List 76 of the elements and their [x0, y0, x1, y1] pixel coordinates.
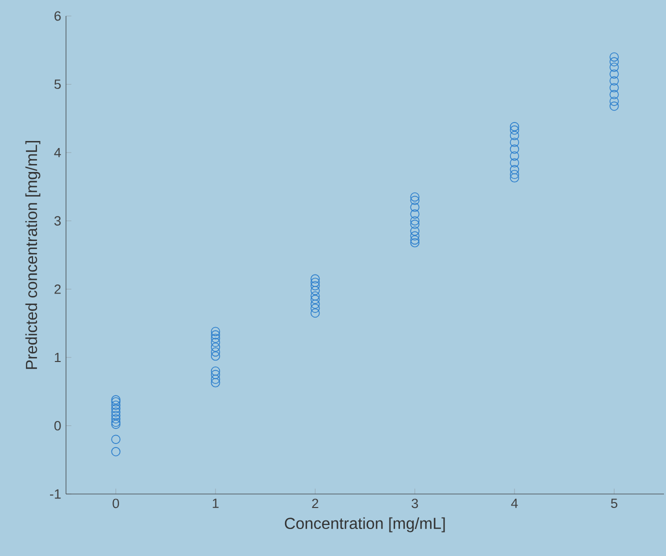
y-tick-label: 2	[54, 284, 61, 294]
y-tick-label: 6	[54, 11, 61, 21]
point	[310, 278, 320, 287]
point	[310, 274, 320, 284]
y-tick-label: 1	[54, 352, 61, 362]
point	[510, 125, 520, 135]
point	[410, 209, 420, 219]
point	[210, 330, 220, 340]
point	[111, 418, 120, 427]
point	[410, 226, 420, 236]
point	[210, 378, 220, 388]
point	[410, 196, 420, 205]
point	[510, 151, 520, 161]
point	[510, 138, 520, 147]
point	[510, 122, 520, 132]
point	[610, 62, 619, 72]
point	[610, 52, 619, 62]
point	[210, 374, 220, 384]
point	[111, 434, 120, 444]
point	[310, 304, 320, 313]
point	[210, 370, 220, 380]
point	[410, 202, 420, 212]
point	[210, 338, 220, 348]
y-axis-title: Predicted concentration [mg/mL]	[25, 141, 40, 369]
point	[111, 407, 120, 417]
point	[111, 414, 120, 424]
point	[410, 220, 420, 229]
point	[510, 144, 520, 154]
point	[210, 366, 220, 376]
point	[410, 192, 420, 202]
point	[111, 410, 120, 420]
point	[610, 69, 619, 79]
point	[410, 216, 420, 226]
point	[210, 351, 220, 361]
point	[111, 397, 120, 406]
point	[310, 300, 320, 309]
x-tick-label: 2	[312, 498, 318, 508]
point	[111, 395, 120, 404]
point	[410, 235, 420, 245]
y-tick-label: -1	[50, 489, 61, 499]
point	[510, 173, 520, 182]
point	[310, 291, 320, 301]
point	[510, 158, 520, 168]
point	[111, 404, 120, 414]
point	[610, 102, 619, 111]
point	[610, 90, 619, 100]
point	[210, 342, 220, 352]
point	[610, 96, 619, 106]
x-tick-label: 4	[511, 498, 518, 508]
point	[111, 447, 120, 456]
x-tick-label: 5	[611, 498, 618, 508]
point	[310, 308, 320, 318]
x-axis-title: Concentration [mg/mL]	[284, 517, 445, 532]
y-tick-label: 4	[54, 148, 61, 158]
point	[111, 420, 120, 429]
point	[210, 347, 220, 357]
point	[310, 281, 320, 290]
point	[111, 400, 120, 410]
point	[410, 238, 420, 248]
point	[310, 286, 320, 296]
point	[510, 165, 520, 174]
x-tick-label: 1	[212, 498, 219, 508]
point	[210, 326, 220, 336]
x-tick-label: 0	[112, 498, 120, 508]
point	[310, 294, 320, 304]
y-tick-label: 0	[54, 420, 61, 430]
x-tick-label: 3	[412, 498, 418, 508]
point	[210, 334, 220, 343]
point	[410, 231, 420, 240]
point	[610, 57, 619, 66]
point	[610, 83, 619, 92]
y-tick-label: 5	[54, 80, 61, 89]
point	[510, 130, 520, 140]
point	[510, 170, 520, 180]
point	[610, 76, 619, 86]
y-tick-label: 3	[54, 216, 61, 226]
